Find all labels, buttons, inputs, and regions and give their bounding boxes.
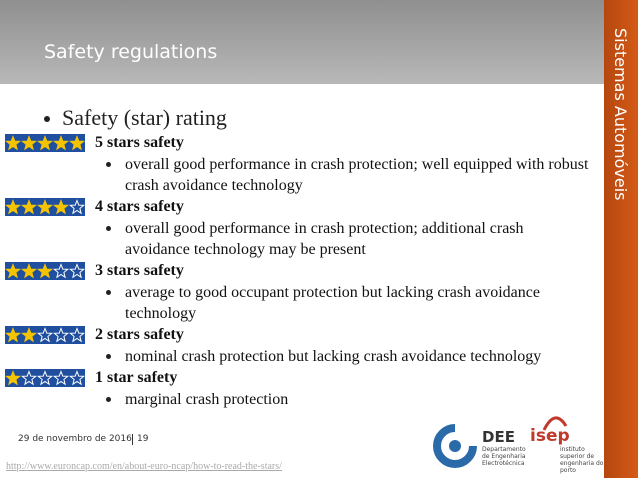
star-filled: [20, 199, 38, 215]
star-empty: [68, 199, 85, 215]
rating-description: overall good performance in crash protec…: [0, 154, 590, 196]
rating: 4 stars safety overall good performance i…: [0, 196, 600, 260]
star-filled: [36, 135, 54, 151]
logo-line: superior de: [560, 453, 595, 460]
rating: 1 star safety marginal crash protection: [0, 367, 600, 410]
source-link[interactable]: http://www.euroncap.com/en/about-euro-nc…: [6, 461, 282, 472]
star-filled: [36, 263, 54, 279]
isep-logo-mark: [542, 416, 568, 431]
star-filled: [5, 263, 22, 279]
star-empty: [68, 263, 85, 279]
star-empty: [36, 370, 54, 386]
star-filled: [5, 327, 22, 343]
star-empty: [52, 263, 70, 279]
bullet: [106, 162, 111, 167]
logo-line: instituto: [560, 446, 585, 453]
bullet: [106, 397, 111, 402]
bullet: [106, 226, 111, 231]
star-filled: [20, 263, 38, 279]
star-empty: [52, 327, 70, 343]
bullet: [106, 354, 111, 359]
star-empty: [68, 327, 85, 343]
rating: 5 stars safety overall good performance i…: [0, 132, 600, 196]
logo-line: Departamento: [482, 446, 526, 453]
slide-title: Safety regulations: [44, 41, 218, 63]
star-filled: [20, 135, 38, 151]
logo-line: de Engenharia: [482, 453, 526, 460]
logo-line: Electrotécnica: [482, 460, 525, 467]
rating-description: marginal crash protection: [0, 389, 590, 410]
rating-heading: 1 star safety: [0, 367, 600, 389]
star-empty: [36, 327, 54, 343]
rating-heading: 3 stars safety: [0, 260, 600, 282]
bullet: [44, 116, 50, 122]
rating: 3 stars safety average to good occupant p…: [0, 260, 600, 324]
rating-heading: 5 stars safety: [0, 132, 600, 154]
star-filled: [5, 370, 22, 386]
dee-text: Departamento de Engenharia Electrotécnica: [482, 446, 526, 467]
description-text: nominal crash protection but lacking cra…: [125, 348, 542, 365]
star-empty: [52, 370, 70, 386]
rating-description: nominal crash protection but lacking cra…: [0, 346, 590, 367]
rating-description: average to good occupant protection but …: [0, 282, 590, 324]
star-filled: [5, 135, 22, 151]
header-band: Safety regulations: [0, 0, 604, 84]
footer-date: 29 de novembro de 2016: [18, 434, 132, 444]
rating-heading: 2 stars safety: [0, 324, 600, 346]
footer-separator: [132, 434, 133, 445]
isep-text: instituto superior de engenharia do porto: [560, 446, 603, 474]
isep-abbr: isep: [530, 426, 570, 446]
rating: 2 stars safety nominal crash protection b…: [0, 324, 600, 367]
star-filled: [20, 327, 38, 343]
dee-abbr: DEE: [482, 428, 515, 446]
rating-description: overall good performance in crash protec…: [0, 218, 590, 260]
side-bar: Sistemas Automóveis: [604, 0, 638, 478]
bullet: [106, 290, 111, 295]
star-box: [5, 326, 85, 344]
ratings-list: 5 stars safety overall good performance i…: [0, 132, 600, 410]
star-box: [5, 134, 85, 152]
description-text: overall good performance in crash protec…: [125, 156, 589, 194]
star-filled: [5, 199, 22, 215]
description-text: marginal crash protection: [125, 391, 289, 408]
description-text: overall good performance in crash protec…: [125, 220, 524, 258]
logo-line: porto: [560, 467, 576, 474]
side-label: Sistemas Automóveis: [611, 28, 630, 201]
star-filled: [52, 199, 70, 215]
star-filled: [68, 135, 85, 151]
star-empty: [20, 370, 38, 386]
logo-line: engenharia do: [560, 460, 604, 467]
star-box: [5, 262, 85, 280]
description-text: average to good occupant protection but …: [125, 284, 540, 322]
main-bullet: Safety (star) rating: [62, 105, 227, 130]
star-box: [5, 369, 85, 387]
star-empty: [68, 370, 85, 386]
page-number: 19: [137, 434, 149, 444]
star-box: [5, 198, 85, 216]
star-filled: [36, 199, 54, 215]
star-filled: [52, 135, 70, 151]
rating-heading: 4 stars safety: [0, 196, 600, 218]
dee-logo-mark: [433, 424, 477, 468]
